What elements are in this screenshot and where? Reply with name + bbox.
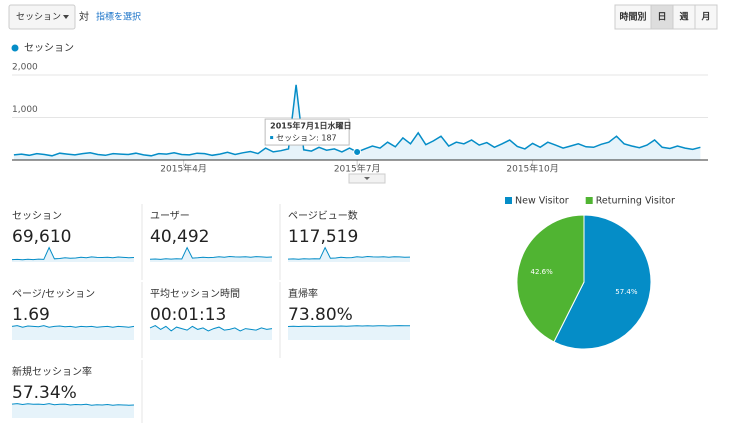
metric-dropdown[interactable] (8, 4, 76, 30)
legend-label: セッション (24, 42, 74, 54)
pie-slice (516, 214, 585, 343)
sparkline-area (12, 325, 134, 340)
y-tick-label: 1,000 (12, 105, 38, 115)
metric-label: 平均セッション時間 (150, 288, 240, 300)
legend-label: Returning Visitor (596, 196, 675, 207)
metric-value: 73.80% (288, 305, 353, 325)
sparkline-area (288, 247, 410, 262)
sparkline (11, 403, 135, 406)
metric-label: 新規セッション率 (12, 365, 92, 378)
sparkline-area (150, 247, 272, 262)
metric-dropdown-label: セッション (16, 12, 61, 23)
tooltip-date: 2015年7月1日水曜日 (270, 121, 351, 131)
sparkline-area (288, 325, 410, 340)
metric-value: 117,519 (288, 227, 358, 247)
period-label: 時間別 (619, 11, 646, 23)
sparkline-area (12, 403, 134, 418)
select-metric-link[interactable]: 指標を選択 (96, 11, 141, 23)
x-tick-label: 2015年10月 (506, 163, 558, 175)
sparkline (149, 325, 273, 332)
tooltip-swatch (270, 136, 274, 140)
metric-value: 69,610 (12, 227, 71, 247)
sparkline (11, 325, 135, 328)
line (13, 84, 701, 157)
metric-label: セッション (12, 210, 62, 222)
period-label: 日 (657, 12, 666, 23)
metric-label: ページビュー数 (288, 209, 358, 222)
sparkline-area (12, 247, 134, 262)
slice-label: 57.4% (615, 288, 638, 296)
metric-label: 直帰率 (288, 287, 318, 300)
dropdown-arrow (63, 15, 69, 19)
pie-chart: 57.4% New Visitor 42.6% Returning Visitor (505, 196, 675, 350)
period-button[interactable] (694, 4, 718, 30)
period-label: 週 (679, 12, 689, 23)
sparkline-area (150, 325, 272, 340)
legend-label: New Visitor (515, 196, 569, 207)
period-buttons: 時間別日 週月 (614, 4, 718, 30)
sparkline (149, 246, 273, 260)
area (13, 84, 701, 160)
legend-swatch (585, 197, 593, 204)
metric-label: ページ/セッション (12, 288, 95, 300)
slice-label: 42.6% (530, 268, 553, 276)
metric-tiles: セッション 69,610 ユーザー 40,492 ページビュー数 117,519 ページ/セ… (11, 204, 411, 427)
versus: 対 (79, 10, 89, 23)
sparkline (287, 246, 411, 260)
sparkline (287, 325, 410, 328)
metric-label: ユーザー (150, 210, 190, 222)
metric-value: 00:01:13 (150, 305, 226, 325)
metric-value: 40,492 (150, 227, 209, 247)
sparkline (11, 246, 135, 261)
tooltip (264, 118, 350, 146)
y-tick-label: 2,000 (12, 63, 38, 73)
tooltip-point (353, 148, 362, 157)
period-button[interactable] (614, 4, 652, 30)
tooltip-text: セッション: 187 (276, 134, 337, 143)
period-label: 月 (700, 12, 710, 23)
expand-arrow (364, 177, 370, 180)
x-tick-label: 2015年7月 (334, 163, 381, 175)
legend-dot (11, 44, 19, 52)
line-chart: 1,000 2,000 2015年4月 2015年7月 2015年10月 2015年7月1… (12, 63, 708, 175)
pie-slice (553, 214, 652, 350)
metric-value: 57.34% (12, 383, 77, 403)
metric-value: 1.69 (12, 305, 50, 325)
x-tick-label: 2015年4月 (160, 163, 207, 175)
legend-swatch (505, 197, 512, 204)
